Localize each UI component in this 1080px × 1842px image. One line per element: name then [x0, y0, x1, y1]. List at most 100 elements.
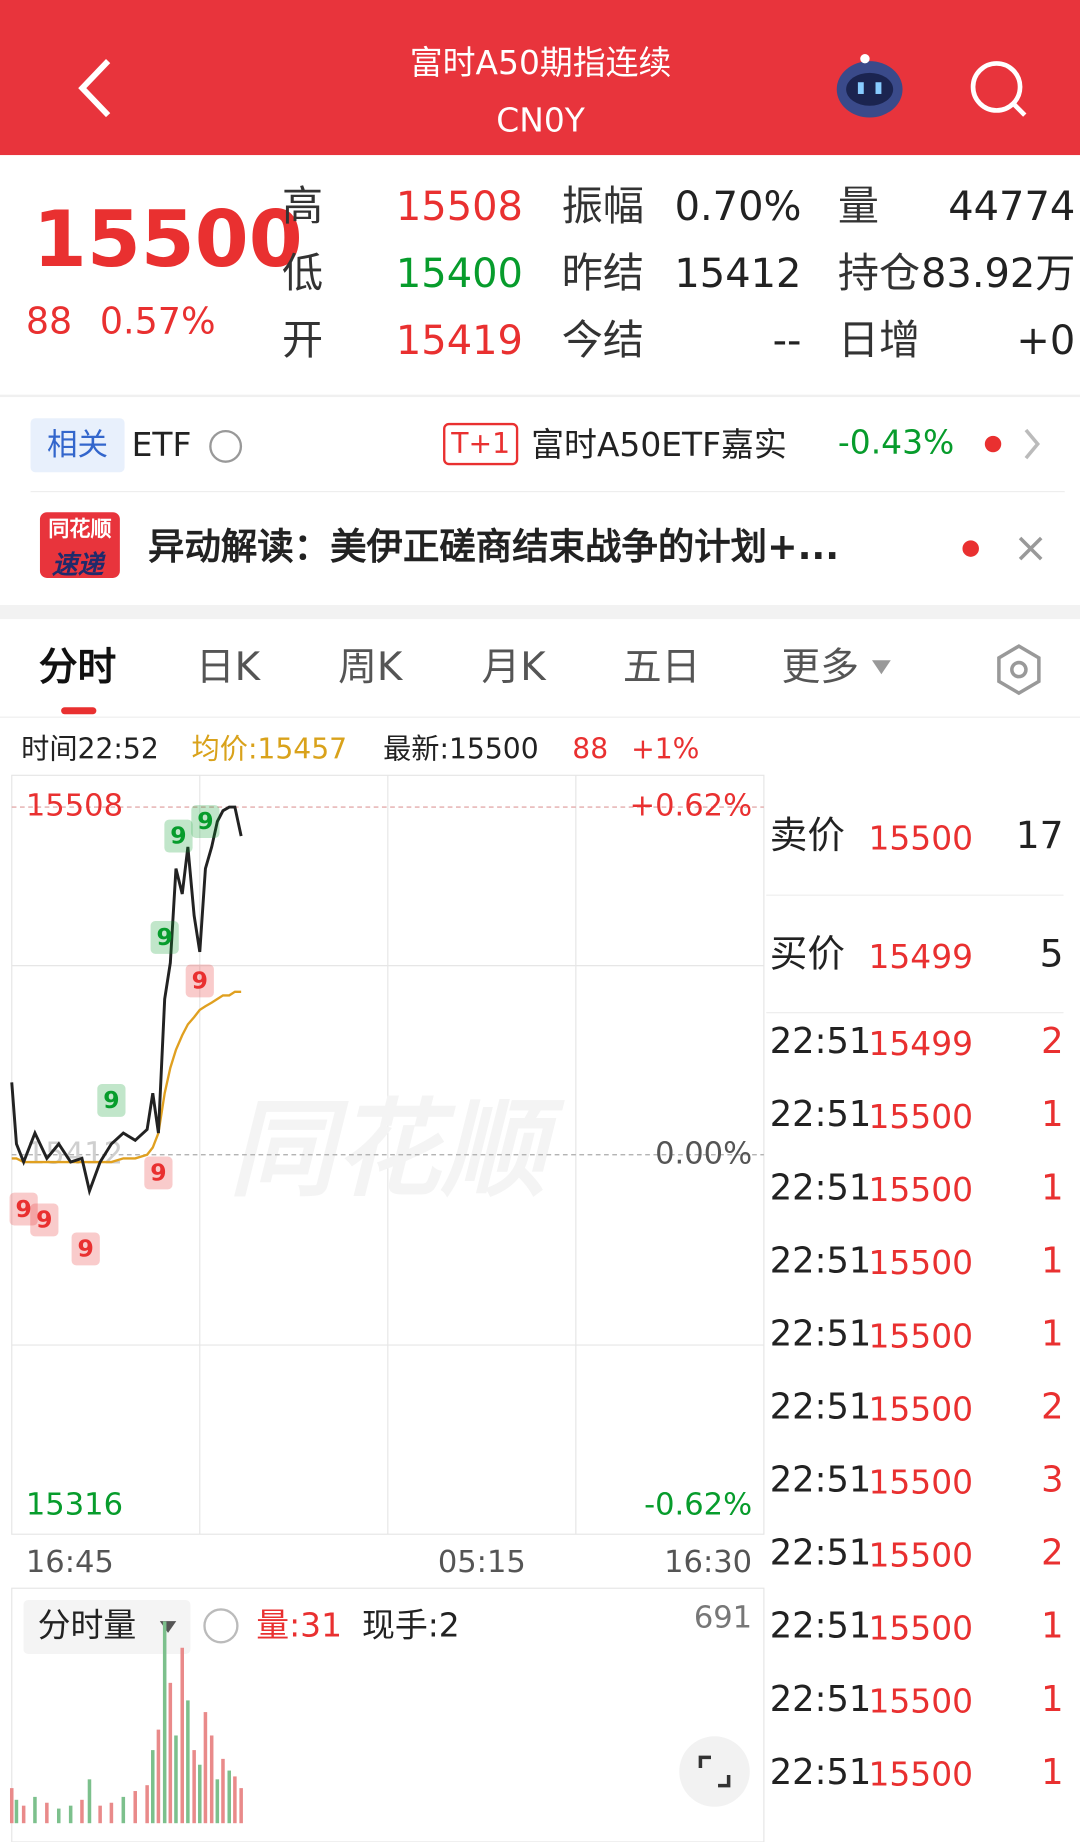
volume-bar [180, 1647, 184, 1824]
tabs: 分时 日K 周K 月K 五日 更多 [39, 645, 891, 690]
tab[interactable]: 周K [338, 645, 404, 690]
help-icon[interactable] [209, 429, 243, 463]
news-text[interactable]: 异动解读：美伊正磋商结束战争的计划+... [148, 525, 839, 568]
x-tick-label: 16:45 [26, 1545, 114, 1580]
trade-price: 15500 [868, 1389, 973, 1428]
volume-bar [186, 1700, 190, 1824]
marker-box [150, 921, 179, 954]
tab[interactable]: 更多 [782, 645, 860, 690]
volume-selector-bg[interactable] [23, 1600, 191, 1655]
etf-change: -0.43% [838, 423, 954, 462]
volume-value: 量:31 [256, 1606, 342, 1645]
volume-bar [174, 1735, 178, 1824]
marker-label: 9 [150, 1159, 166, 1187]
marker-label: 9 [192, 967, 208, 995]
trade-price: 15500 [868, 1170, 973, 1209]
volume-bar [203, 1712, 208, 1824]
volume-bar [45, 1802, 49, 1824]
divider [30, 491, 1065, 493]
trade-price: 15500 [868, 1097, 973, 1136]
volume-hand: 现手:2 [362, 1606, 460, 1645]
dot [962, 540, 979, 557]
ask-price: 15500 [868, 818, 973, 857]
tab[interactable]: 月K [481, 645, 547, 690]
section-gap [0, 604, 1080, 620]
search-button[interactable] [970, 61, 1027, 117]
chevron[interactable] [1024, 428, 1040, 460]
trade-volume: 1 [1041, 1240, 1063, 1281]
avg-line [11, 990, 242, 1164]
quote-fields: 高 15508 振幅 0.70% 量 44774 低 15400 昨结 15412 持仓 83.92万… [282, 182, 1075, 364]
volume-selector[interactable]: 分时量 [38, 1606, 137, 1645]
trade-volume: 1 [1041, 1606, 1063, 1647]
etf-tag-bg [30, 418, 125, 473]
y-tick-label: 15316 [26, 1488, 123, 1523]
trade-volume: 1 [1041, 1167, 1063, 1208]
trade-price: 15500 [868, 1682, 973, 1721]
marker-box [71, 1232, 100, 1266]
volume-bar [192, 1750, 196, 1824]
field-value: 15400 [396, 251, 523, 297]
field-value: 15412 [674, 251, 801, 297]
marker-box [30, 1203, 59, 1237]
assistant-icon[interactable] [836, 54, 903, 118]
y-tick-label: 15508 [26, 789, 123, 824]
volume-bar [133, 1791, 137, 1824]
price-change-pct: 0.57% [100, 300, 216, 343]
trade-time: 22:51 [770, 1752, 872, 1793]
marker-label: 9 [103, 1086, 119, 1114]
divider [0, 716, 1080, 718]
volume-bar [215, 1779, 220, 1824]
settings-button[interactable] [997, 644, 1041, 696]
tab[interactable]: 五日 [623, 645, 701, 690]
trade-price: 15499 [868, 1024, 973, 1063]
y2-tick-label: -0.62% [644, 1488, 752, 1523]
news-logo-top: 同花顺 [48, 516, 111, 541]
help-icon[interactable] [203, 1608, 239, 1644]
volume-bar [21, 1805, 26, 1824]
trade-time: 22:51 [770, 1606, 872, 1647]
y2-tick-label: +0.62% [630, 789, 753, 824]
trade-time: 22:51 [770, 1167, 872, 1208]
marker-box [185, 964, 214, 998]
volume-bar [121, 1796, 126, 1824]
y-tick-label: 691 [694, 1600, 752, 1635]
trade-volume: 1 [1041, 1313, 1063, 1354]
volume-bar [233, 1776, 237, 1824]
etf-name[interactable]: 富时A50ETF嘉实 [531, 425, 787, 464]
field-label: 今结 [562, 316, 644, 364]
volume-bar [98, 1805, 102, 1824]
close-button[interactable] [1018, 536, 1043, 561]
trade-time: 22:51 [770, 1313, 872, 1354]
y2-tick-label: 0.00% [655, 1136, 752, 1171]
tab-indicator [61, 707, 97, 715]
field-label: 持仓 [838, 249, 920, 297]
volume-bar [221, 1758, 225, 1824]
field-value: 15508 [396, 184, 523, 230]
tab[interactable]: 日K [196, 645, 262, 690]
bid-price: 15499 [868, 937, 973, 976]
trade-volume: 3 [1041, 1460, 1063, 1501]
header-bar [0, 0, 1080, 156]
last-price: 15500 [33, 195, 303, 285]
info-latest: 最新:15500 [383, 733, 539, 766]
field-value: 44774 [948, 184, 1075, 230]
back-button[interactable] [78, 59, 111, 118]
marker-box [164, 819, 193, 853]
trade-time: 22:51 [770, 1387, 872, 1428]
marker-label: 9 [15, 1195, 31, 1223]
info-time: 时间22:52 [21, 733, 159, 766]
field-value: 0.70% [675, 184, 802, 230]
trade-volume: 2 [1041, 1387, 1063, 1428]
field-value: +0 [1016, 318, 1075, 364]
marker-label: 9 [36, 1206, 52, 1234]
expand-button[interactable] [679, 1736, 750, 1807]
tab[interactable]: 分时 [39, 645, 117, 690]
volume-bar [227, 1770, 232, 1824]
trade-price: 15500 [868, 1462, 973, 1501]
trade-time: 22:51 [770, 1679, 872, 1720]
ask-label: 卖价 [770, 813, 845, 857]
